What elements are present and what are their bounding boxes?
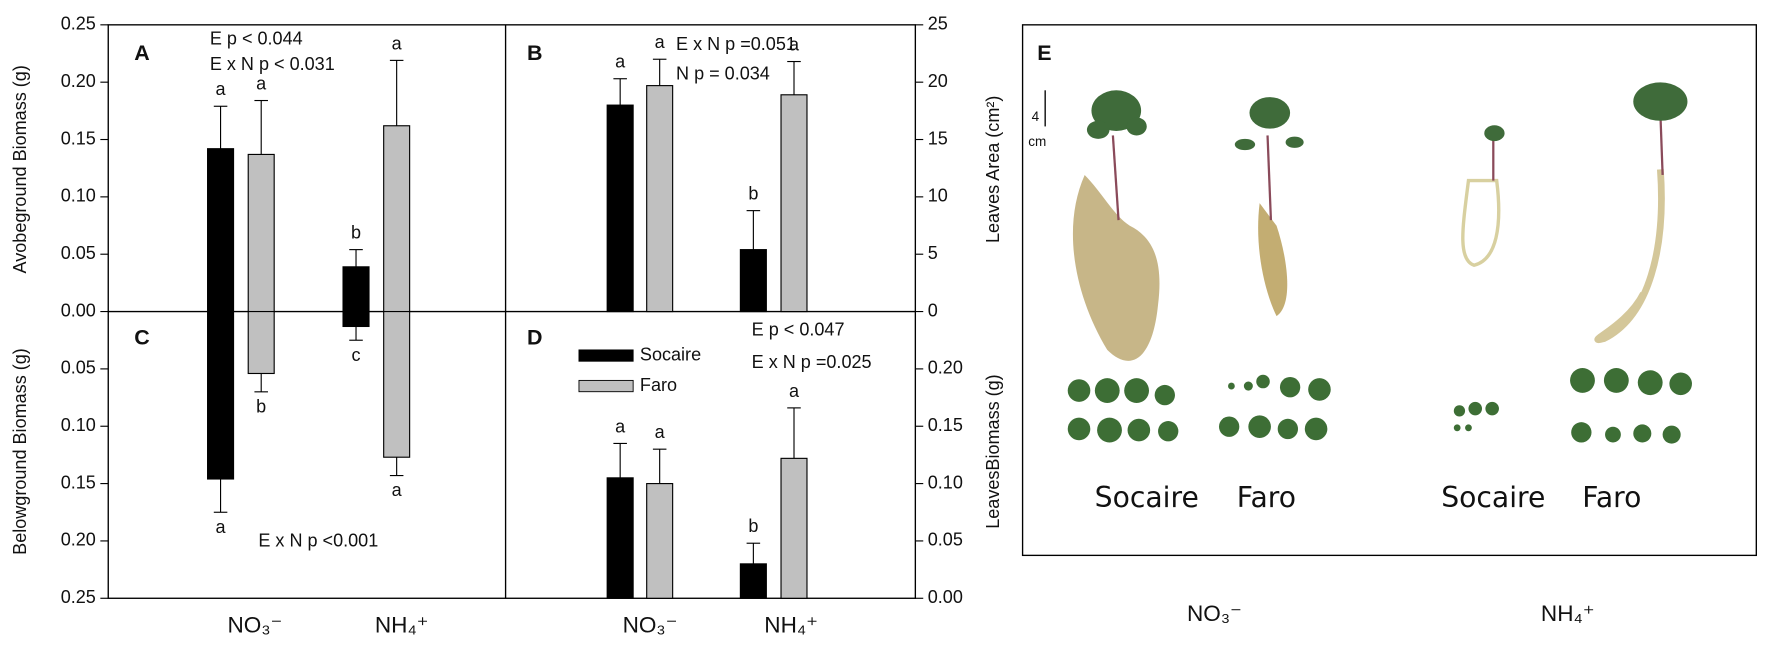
- treatment-label: NH₄⁺: [1541, 601, 1595, 626]
- y-tick-label: 0.15: [61, 472, 96, 492]
- y-tick-label: 0.10: [928, 472, 963, 492]
- significance-letter: b: [748, 184, 758, 204]
- y-tick-label: 0.20: [61, 530, 96, 550]
- annotation: E x N p =0.051: [676, 34, 796, 54]
- legend-label: Socaire: [640, 344, 701, 364]
- bar: [342, 266, 370, 313]
- annotation: E x N p =0.025: [752, 352, 872, 372]
- bar: [780, 457, 808, 599]
- y-tick-label: 0: [928, 300, 938, 320]
- y-tick-label: 0.00: [61, 300, 96, 320]
- significance-letter: a: [216, 79, 227, 99]
- y-tick-label: 0.15: [928, 415, 963, 435]
- panel-label: C: [134, 325, 149, 349]
- bar: [383, 310, 411, 458]
- y-tick-label: 25: [928, 14, 948, 34]
- bar: [247, 153, 275, 313]
- x-tick-label: NH₄⁺: [764, 612, 818, 637]
- y-tick-label: 0.05: [61, 243, 96, 263]
- panel-label: B: [527, 41, 542, 65]
- annotation: E x N p <0.001: [258, 531, 378, 551]
- y-tick-label: 0.05: [61, 358, 96, 378]
- axis-title: Leaves Area (cm²): [983, 96, 1003, 243]
- panel-label: D: [527, 325, 542, 349]
- bar: [646, 85, 674, 313]
- significance-letter: a: [789, 34, 800, 54]
- y-tick-label: 0.25: [61, 587, 96, 607]
- annotation: E p < 0.047: [752, 320, 845, 340]
- panel-label: A: [134, 41, 149, 65]
- cultivar-label: Socaire: [1095, 481, 1199, 514]
- photo-frame: [1021, 24, 1757, 557]
- legend-swatch: [578, 379, 634, 393]
- y-tick-label: 0.20: [928, 358, 963, 378]
- bar: [247, 310, 275, 375]
- significance-letter: a: [256, 73, 267, 93]
- legend-swatch: [578, 349, 634, 362]
- significance-letter: b: [748, 516, 758, 536]
- treatment-label: NO₃⁻: [1187, 601, 1242, 626]
- plant-photos: [1044, 82, 1692, 444]
- annotation: E p < 0.044: [210, 28, 303, 48]
- y-tick-label: 0.20: [61, 71, 96, 91]
- bar: [383, 125, 411, 313]
- significance-letter: a: [615, 52, 626, 72]
- bar: [207, 310, 235, 480]
- y-tick-label: 0.10: [61, 415, 96, 435]
- bar: [646, 483, 674, 599]
- axis-title: Avobeground Biomass (g): [10, 65, 30, 273]
- bar: [739, 249, 767, 313]
- cultivar-label: Faro: [1582, 481, 1641, 514]
- x-tick-label: NO₃⁻: [623, 612, 678, 637]
- scale-unit: cm: [1028, 134, 1046, 149]
- axis-title: LeavesBiomass (g): [983, 374, 1003, 528]
- y-tick-label: 5: [928, 243, 938, 263]
- y-tick-label: 10: [928, 186, 948, 206]
- bar: [606, 104, 634, 313]
- significance-letter: c: [352, 345, 361, 365]
- significance-letter: a: [655, 422, 666, 442]
- significance-letter: b: [351, 223, 361, 243]
- significance-letter: b: [256, 396, 266, 416]
- significance-letter: a: [216, 517, 227, 537]
- scale-value: 4: [1032, 109, 1040, 124]
- bar: [739, 563, 767, 599]
- y-tick-label: 15: [928, 128, 948, 148]
- y-tick-label: 0.10: [61, 186, 96, 206]
- significance-letter: a: [392, 33, 403, 53]
- panel-label: E: [1037, 41, 1051, 65]
- annotation: N p = 0.034: [676, 63, 770, 83]
- bar: [780, 94, 808, 313]
- y-tick-label: 0.05: [928, 530, 963, 550]
- bar: [207, 148, 235, 313]
- significance-letter: a: [789, 381, 800, 401]
- significance-letter: a: [392, 480, 403, 500]
- y-tick-label: 0.25: [61, 14, 96, 34]
- x-tick-label: NO₃⁻: [228, 612, 283, 637]
- axis-title: Belowground Biomass (g): [10, 348, 30, 555]
- y-tick-label: 0.15: [61, 128, 96, 148]
- y-tick-label: 0.00: [928, 587, 963, 607]
- significance-letter: a: [615, 416, 626, 436]
- bar: [606, 477, 634, 599]
- legend-label: Faro: [640, 375, 677, 395]
- x-tick-label: NH₄⁺: [375, 612, 429, 637]
- cultivar-label: Socaire: [1441, 481, 1545, 514]
- bar: [342, 310, 370, 328]
- significance-letter: a: [655, 32, 666, 52]
- annotation: E x N p < 0.031: [210, 54, 335, 74]
- y-tick-label: 20: [928, 71, 948, 91]
- cultivar-label: Faro: [1237, 481, 1296, 514]
